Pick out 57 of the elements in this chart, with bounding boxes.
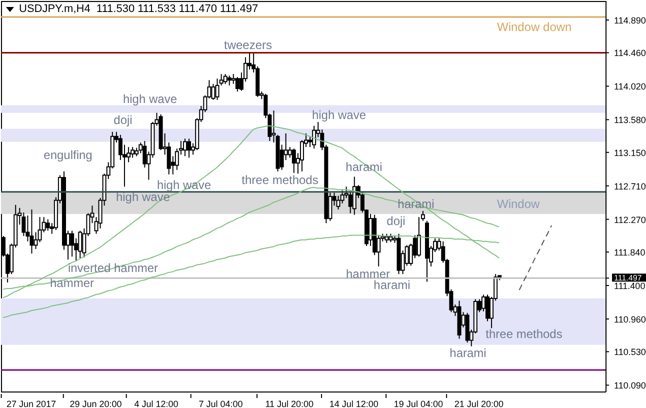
candlestick — [130, 146, 135, 158]
annotation: doji — [114, 113, 132, 127]
annotation: hammer — [50, 276, 94, 290]
y-tick-label: 110.960 — [614, 314, 646, 324]
candlestick — [416, 216, 421, 258]
y-tick-label: 113.580 — [614, 115, 646, 126]
x-tick-label: 29 Jun 20:00 — [70, 399, 122, 408]
y-tick-label: 114.890 — [614, 16, 646, 26]
x-tick-label: 19 Jul 04:00 — [394, 399, 443, 408]
candlestick — [292, 148, 296, 174]
annotation: high wave — [116, 190, 170, 204]
y-tick-label: 111.840 — [614, 248, 646, 258]
x-tick-label: 14 Jul 12:00 — [329, 399, 378, 408]
x-tick-label: 11 Jul 20:00 — [265, 399, 314, 408]
candlestick — [312, 125, 316, 150]
band-label: Window — [497, 196, 540, 211]
x-tick-label: 27 Jun 2017 — [6, 399, 56, 408]
y-tick-label: 111.400 — [614, 281, 646, 291]
annotation: harami — [450, 346, 486, 360]
x-tick-label: 7 Jul 04:00 — [198, 399, 243, 408]
x-tick-label: 4 Jul 12:00 — [134, 399, 178, 408]
annotation: high wave — [122, 92, 178, 106]
y-tick-label: 111.497 — [614, 274, 642, 283]
candlestick — [30, 208, 34, 254]
annotation: three methods — [242, 173, 318, 187]
y-tick-label: 112.270 — [614, 214, 646, 225]
annotation: doji — [386, 214, 406, 228]
y-tick-label: 113.150 — [614, 148, 646, 158]
y-tick-label: 114.460 — [614, 48, 646, 58]
y-tick-label: 114.020 — [614, 82, 646, 92]
candlestick — [70, 230, 74, 258]
annotation: harami — [374, 278, 410, 292]
candlestick — [235, 76, 240, 92]
x-tick-label: 21 Jul 20:00 — [454, 399, 504, 408]
annotation: hammer — [346, 267, 390, 281]
candlestick — [183, 138, 187, 157]
y-tick-label: 110.090 — [614, 380, 646, 391]
annotation: engulfing — [44, 148, 92, 162]
candlestick — [211, 83, 216, 100]
annotation: high wave — [312, 108, 366, 122]
line-series — [518, 224, 552, 291]
candlestick — [46, 218, 50, 232]
annotation: tweezers — [224, 38, 272, 52]
candlestick — [223, 74, 228, 84]
annotation: inverted hammer — [68, 261, 158, 275]
candlestick — [78, 230, 82, 259]
candlestick — [384, 233, 389, 244]
y-tick-label: 112.710 — [614, 181, 646, 192]
annotation: three methods — [486, 327, 562, 341]
candlestick — [215, 78, 220, 100]
candlestick — [187, 138, 192, 158]
candlestick — [227, 75, 232, 86]
candlestick — [352, 176, 356, 216]
ref-line-label: Window down — [497, 20, 572, 34]
candlestick — [272, 110, 276, 143]
chart-title: USDJPY.m,H4 111.530 111.533 111.470 111.497 — [19, 3, 258, 15]
y-tick-label: 110.530 — [614, 347, 646, 358]
